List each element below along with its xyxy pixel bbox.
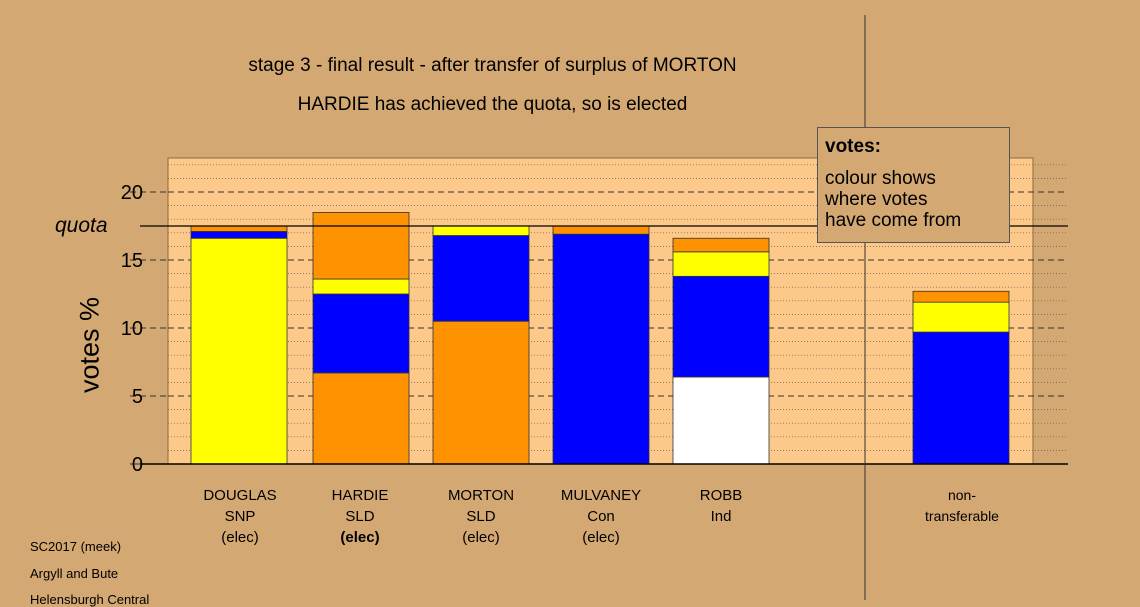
candidate-party: Ind — [710, 508, 732, 525]
bar-segment-nontransferable-sld — [912, 290, 1010, 303]
bar-segment-nontransferable-snp — [912, 301, 1010, 333]
candidate-label-robb: ROBB Ind — [656, 485, 786, 527]
legend: votes: colour shows where votes have com… — [817, 127, 1010, 243]
bar-segment-mulvaney-sld — [552, 225, 650, 235]
candidate-party: Con — [587, 508, 615, 525]
candidate-label-douglas: DOUGLAS SNP (elec) — [175, 485, 305, 548]
candidate-label-morton: MORTON SLD (elec) — [416, 485, 546, 548]
y-axis-label: votes % — [74, 296, 105, 394]
footer-line-1: SC2017 (meek) — [30, 539, 122, 554]
bar-segment-robb-con — [672, 275, 770, 378]
footer-line-2: Argyll and Bute — [30, 566, 119, 581]
candidate-name: MULVANEY — [560, 487, 642, 504]
candidate-label-hardie: HARDIE SLD (elec) — [295, 485, 425, 548]
legend-line: have come from — [825, 210, 962, 231]
bar-segment-douglas-sld — [190, 225, 288, 232]
candidate-status: (elec) — [462, 529, 500, 546]
candidate-party: SNP — [224, 508, 256, 525]
bar-segment-nontransferable-con — [912, 331, 1010, 465]
candidate-name: HARDIE — [331, 487, 389, 504]
legend-line: colour shows — [825, 168, 936, 189]
y-tick-label: 15 — [121, 250, 143, 272]
nontransferable-line: non- — [947, 487, 977, 503]
bar-segment-hardie-sld — [312, 211, 410, 280]
chart-subtitle: HARDIE has achieved the quota, so is ele… — [297, 94, 688, 115]
y-tick-label: 10 — [121, 318, 143, 340]
candidate-party: SLD — [466, 508, 496, 525]
bar-segment-hardie-sld — [312, 372, 410, 465]
nontransferable-line: transferable — [925, 508, 999, 524]
bar-segment-robb-sld — [672, 237, 770, 253]
candidate-party: SLD — [345, 508, 375, 525]
candidate-name: ROBB — [699, 487, 743, 504]
y-tick-label: 5 — [132, 386, 143, 408]
bar-segment-douglas-snp — [190, 237, 288, 465]
bar-segment-morton-sld — [432, 320, 530, 465]
bar-segment-hardie-con — [312, 293, 410, 374]
y-tick-label: 0 — [132, 454, 143, 476]
bar-segment-mulvaney-con — [552, 233, 650, 465]
bar-segment-hardie-snp — [312, 278, 410, 295]
bar-segment-robb-snp — [672, 251, 770, 277]
nontransferable-label: non- transferable — [897, 485, 1027, 527]
candidate-status: (elec) — [221, 529, 259, 546]
chart-title: stage 3 - final result - after transfer … — [248, 55, 737, 76]
candidate-name: DOUGLAS — [203, 487, 277, 504]
legend-title: votes: — [825, 136, 881, 157]
candidate-status: (elec) — [340, 529, 380, 546]
bar-segment-morton-snp — [432, 225, 530, 236]
candidate-name: MORTON — [447, 487, 515, 504]
candidate-status: (elec) — [582, 529, 620, 546]
legend-body: colour shows where votes have come from — [825, 168, 1002, 231]
candidate-label-mulvaney: MULVANEY Con (elec) — [536, 485, 666, 548]
bar-segment-morton-con — [432, 235, 530, 322]
quota-label: quota — [55, 214, 108, 237]
legend-line: where votes — [825, 189, 928, 210]
bar-segment-douglas-con — [190, 231, 288, 239]
y-tick-label: 20 — [121, 182, 143, 204]
bar-segment-robb-ind — [672, 376, 770, 465]
